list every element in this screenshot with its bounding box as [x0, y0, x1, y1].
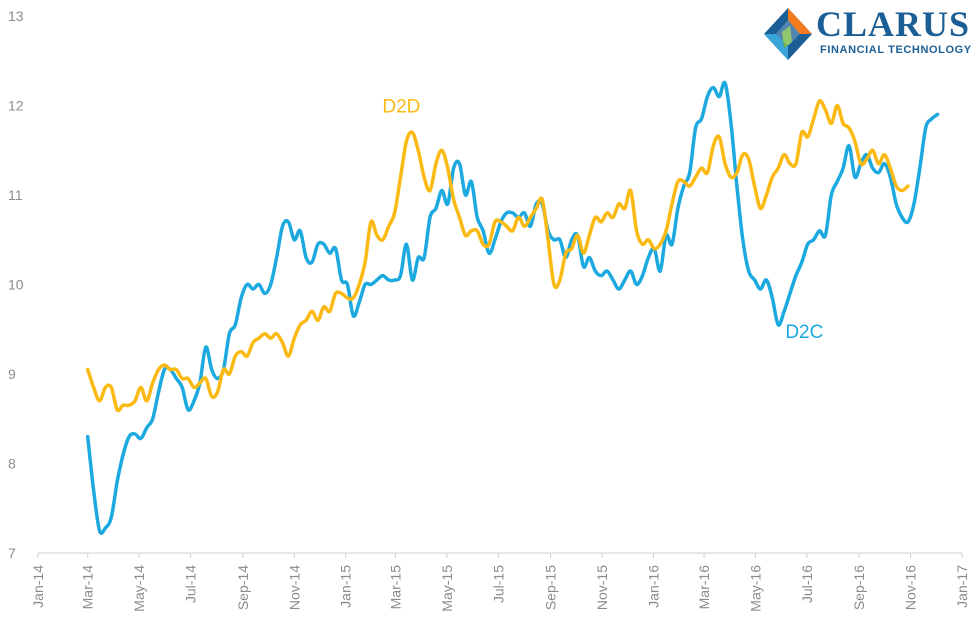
- x-tick-label: Sep-16: [851, 565, 867, 610]
- logo-tagline: FINANCIAL TECHNOLOGY: [820, 44, 972, 56]
- x-tick-label: Jan-15: [338, 565, 354, 608]
- x-axis-ticks: Jan-14 Mar-14 May-14 Jul-14 Sep-14 Nov-14 Jan-…: [30, 553, 970, 612]
- y-tick-label: 9: [8, 366, 16, 382]
- y-tick-label: 10: [8, 277, 24, 293]
- clarus-logo: CLARUS FINANCIAL TECHNOLOGY: [762, 4, 976, 64]
- x-tick-label: Nov-14: [286, 565, 302, 610]
- x-tick-label: Nov-15: [594, 565, 610, 610]
- y-tick-label: 13: [8, 8, 24, 24]
- x-tick-label: May-15: [439, 565, 455, 612]
- series-label-d2c: D2C: [785, 322, 823, 343]
- series-label-d2d: D2D: [382, 97, 420, 118]
- x-tick-label: Sep-15: [543, 565, 559, 610]
- x-tick-label: Nov-16: [903, 565, 919, 610]
- x-tick-label: Jul-14: [183, 565, 199, 603]
- x-tick-label: Jul-16: [799, 565, 815, 603]
- y-axis-ticks: 7 8 9 10 11 12 13: [8, 8, 24, 561]
- series-line-d2d: [85, 99, 910, 413]
- y-tick-label: 8: [8, 456, 16, 472]
- x-tick-label: Mar-15: [387, 565, 403, 610]
- y-tick-label: 11: [8, 187, 23, 203]
- logo-title: CLARUS: [816, 4, 971, 44]
- x-tick-label: Jan-17: [954, 565, 970, 608]
- x-tick-label: Jan-14: [30, 565, 46, 608]
- series-labels: D2C D2D: [382, 97, 823, 344]
- series-line-d2c: [85, 80, 940, 535]
- y-tick-label: 7: [8, 545, 16, 561]
- x-tick-label: Mar-16: [696, 565, 712, 610]
- x-tick-label: May-14: [131, 565, 147, 612]
- x-tick-label: Jan-16: [645, 565, 661, 608]
- x-tick-label: Sep-14: [235, 565, 251, 610]
- x-tick-label: May-16: [747, 565, 763, 612]
- y-tick-label: 12: [8, 98, 24, 114]
- clarus-diamond-icon: [764, 8, 812, 60]
- x-tick-label: Mar-14: [80, 565, 96, 610]
- x-tick-label: Jul-15: [490, 565, 506, 603]
- series-group: [85, 80, 940, 535]
